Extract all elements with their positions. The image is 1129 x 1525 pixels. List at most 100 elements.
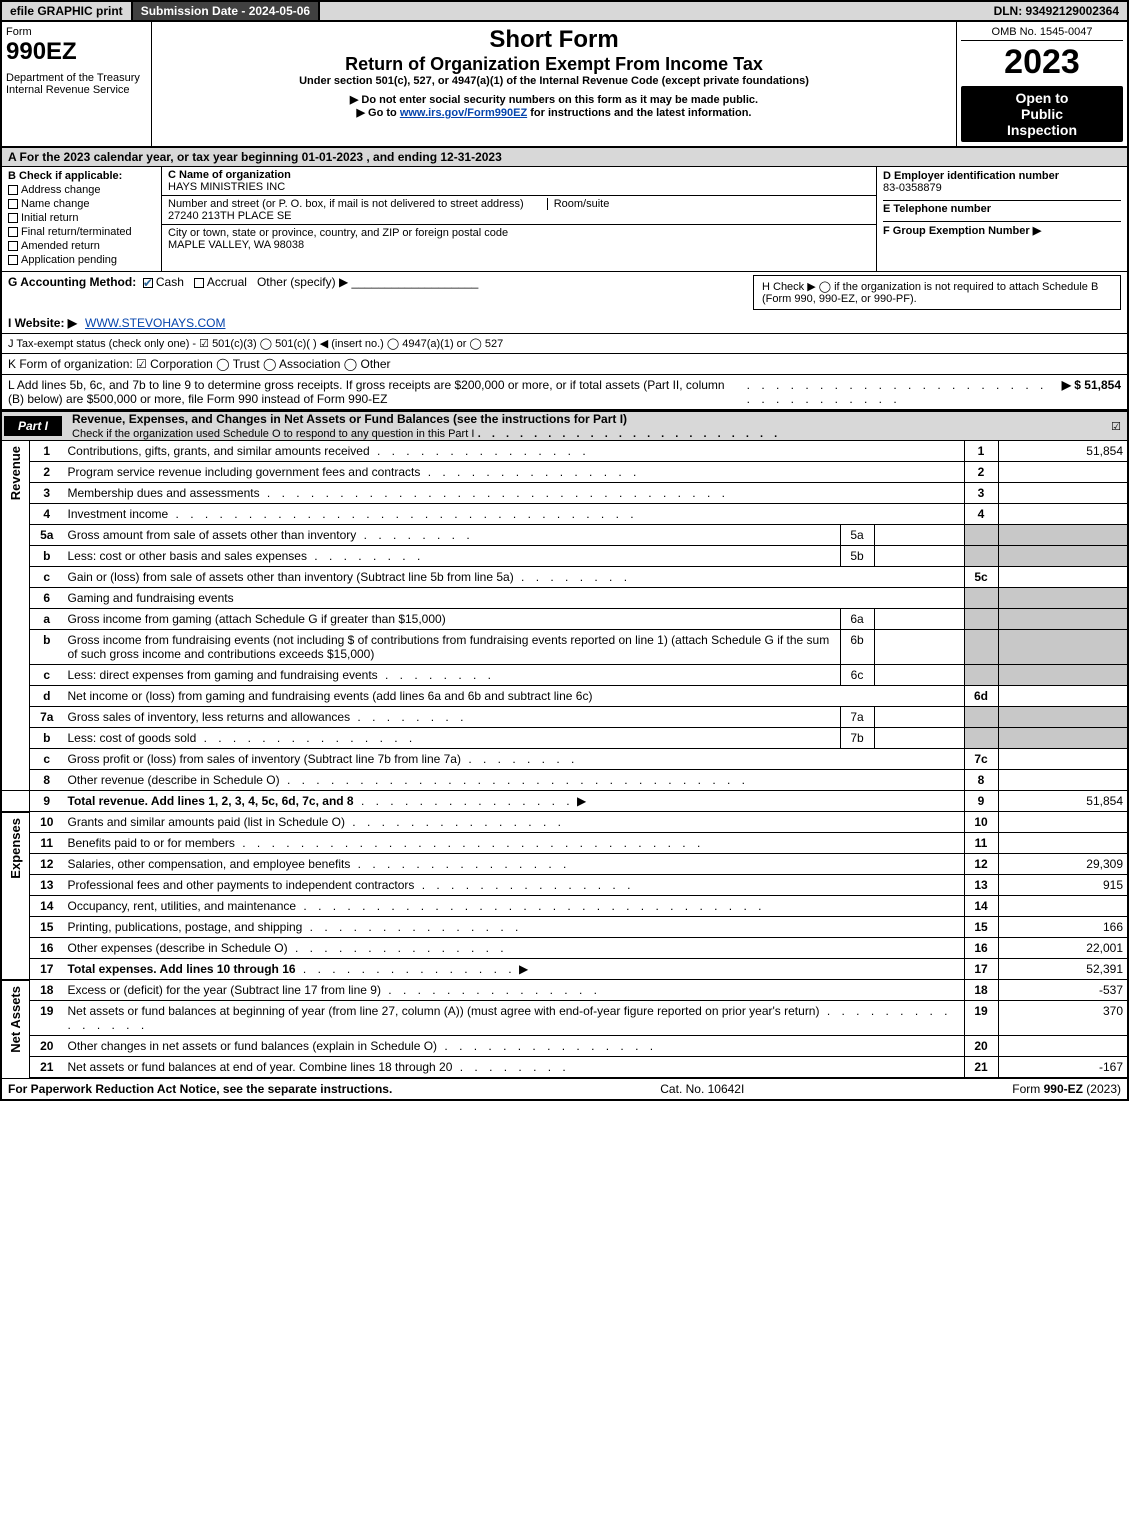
col-def: D Employer identification number 83-0358… [877, 167, 1127, 271]
form-number: 990EZ [6, 38, 147, 66]
street-label: Number and street (or P. O. box, if mail… [168, 198, 524, 210]
city-value: MAPLE VALLEY, WA 98038 [168, 239, 304, 251]
cb-amended-return[interactable]: Amended return [8, 240, 155, 252]
accrual-label: Accrual [207, 275, 247, 289]
goto-line: ▶ Go to www.irs.gov/Form990EZ for instru… [160, 106, 948, 119]
under-section: Under section 501(c), 527, or 4947(a)(1)… [160, 75, 948, 87]
cb-accrual[interactable] [194, 278, 204, 288]
part1-lines-table: Revenue 1 Contributions, gifts, grants, … [0, 441, 1129, 1079]
line-2: 2Program service revenue including gover… [1, 462, 1128, 483]
line-3: 3Membership dues and assessments . . . .… [1, 483, 1128, 504]
line-11: 11Benefits paid to or for members . . . … [1, 833, 1128, 854]
cb-final-return[interactable]: Final return/terminated [8, 226, 155, 238]
ein-label: D Employer identification number [883, 170, 1059, 182]
col-b-title: B Check if applicable: [8, 170, 155, 182]
line-5c: cGain or (loss) from sale of assets othe… [1, 567, 1128, 588]
cb-application-pending[interactable]: Application pending [8, 254, 155, 266]
line-20: 20Other changes in net assets or fund ba… [1, 1036, 1128, 1057]
tel-label: E Telephone number [883, 203, 991, 215]
l-amount: ▶ $ 51,854 [1062, 378, 1121, 392]
top-bar: efile GRAPHIC print Submission Date - 20… [0, 0, 1129, 22]
line-6d: dNet income or (loss) from gaming and fu… [1, 686, 1128, 707]
line-16: 16Other expenses (describe in Schedule O… [1, 938, 1128, 959]
submission-date: Submission Date - 2024-05-06 [131, 2, 320, 20]
line-13: 13Professional fees and other payments t… [1, 875, 1128, 896]
section-a: A For the 2023 calendar year, or tax yea… [0, 148, 1129, 167]
line-15: 15Printing, publications, postage, and s… [1, 917, 1128, 938]
city-label: City or town, state or province, country… [168, 227, 508, 239]
line-19: 19Net assets or fund balances at beginni… [1, 1001, 1128, 1036]
row-l: L Add lines 5b, 6c, and 7b to line 9 to … [0, 375, 1129, 411]
city-block: City or town, state or province, country… [162, 225, 876, 253]
org-name-block: C Name of organization HAYS MINISTRIES I… [162, 167, 876, 196]
line-6b: bGross income from fundraising events (n… [1, 630, 1128, 665]
footer-right: Form 990-EZ (2023) [1012, 1082, 1121, 1096]
part1-tab: Part I [4, 416, 62, 436]
ein-value: 83-0358879 [883, 182, 942, 194]
col-c: C Name of organization HAYS MINISTRIES I… [162, 167, 877, 271]
goto-post: for instructions and the latest informat… [527, 107, 751, 119]
dept-treasury: Department of the Treasury [6, 72, 147, 84]
line-21: 21Net assets or fund balances at end of … [1, 1057, 1128, 1079]
open-public-badge: Open to Public Inspection [961, 86, 1123, 142]
netassets-side-label: Net Assets [6, 984, 25, 1055]
cb-address-change[interactable]: Address change [8, 184, 155, 196]
line-7a: 7aGross sales of inventory, less returns… [1, 707, 1128, 728]
revenue-side-label: Revenue [6, 444, 25, 502]
efile-label: efile GRAPHIC print [2, 2, 131, 20]
website-link[interactable]: WWW.STEVOHAYS.COM [85, 316, 225, 330]
line-6: 6Gaming and fundraising events [1, 588, 1128, 609]
ssn-warning: ▶ Do not enter social security numbers o… [160, 93, 948, 106]
line-6c: cLess: direct expenses from gaming and f… [1, 665, 1128, 686]
line-17-value: 52,391 [998, 959, 1128, 980]
line-4: 4Investment income . . . . . . . . . . .… [1, 504, 1128, 525]
line-18-value: -537 [998, 980, 1128, 1001]
row-k: K Form of organization: ☑ Corporation ◯ … [0, 354, 1129, 375]
line-14: 14Occupancy, rent, utilities, and mainte… [1, 896, 1128, 917]
goto-link[interactable]: www.irs.gov/Form990EZ [400, 107, 527, 119]
line-7c: cGross profit or (loss) from sales of in… [1, 749, 1128, 770]
row-i: I Website: ▶ WWW.STEVOHAYS.COM [0, 313, 1129, 334]
short-form-title: Short Form [160, 26, 948, 54]
h-box: H Check ▶ ◯ if the organization is not r… [753, 275, 1121, 310]
header-right: OMB No. 1545-0047 2023 Open to Public In… [957, 22, 1127, 146]
line-5b: bLess: cost or other basis and sales exp… [1, 546, 1128, 567]
part1-checkbox[interactable]: ☑ [1105, 418, 1127, 435]
section-bcd: B Check if applicable: Address change Na… [0, 167, 1129, 272]
line-10: Expenses 10Grants and similar amounts pa… [1, 812, 1128, 833]
row-gh: G Accounting Method: Cash Accrual Other … [0, 272, 1129, 313]
tel-block: E Telephone number [883, 200, 1121, 215]
org-name-label: C Name of organization [168, 169, 291, 181]
room-label: Room/suite [547, 198, 610, 210]
open-line1: Open to [965, 90, 1119, 106]
part1-header: Part I Revenue, Expenses, and Changes in… [0, 411, 1129, 441]
i-label: I Website: ▶ [8, 316, 77, 330]
ein-block: D Employer identification number 83-0358… [883, 170, 1121, 194]
col-b: B Check if applicable: Address change Na… [2, 167, 162, 271]
line-7b: bLess: cost of goods sold . . . . . . . … [1, 728, 1128, 749]
open-line3: Inspection [965, 122, 1119, 138]
street-value: 27240 213TH PLACE SE [168, 210, 292, 222]
line-1: Revenue 1 Contributions, gifts, grants, … [1, 441, 1128, 462]
line-12: 12Salaries, other compensation, and empl… [1, 854, 1128, 875]
return-title: Return of Organization Exempt From Incom… [160, 54, 948, 75]
footer-left: For Paperwork Reduction Act Notice, see … [8, 1082, 392, 1096]
l-dots: . . . . . . . . . . . . . . . . . . . . … [747, 378, 1054, 406]
line-8: 8Other revenue (describe in Schedule O) … [1, 770, 1128, 791]
g-label: G Accounting Method: [8, 275, 136, 289]
line-5a: 5aGross amount from sale of assets other… [1, 525, 1128, 546]
line-1-value: 51,854 [998, 441, 1128, 462]
org-name: HAYS MINISTRIES INC [168, 181, 285, 193]
goto-pre: ▶ Go to [357, 107, 400, 119]
line-15-value: 166 [998, 917, 1128, 938]
cb-cash[interactable] [143, 278, 153, 288]
group-exemption-block: F Group Exemption Number ▶ [883, 221, 1121, 237]
cb-name-change[interactable]: Name change [8, 198, 155, 210]
expenses-side-label: Expenses [6, 816, 25, 881]
group-exemption-label: F Group Exemption Number ▶ [883, 225, 1041, 237]
footer-cat: Cat. No. 10642I [660, 1082, 744, 1096]
cb-initial-return[interactable]: Initial return [8, 212, 155, 224]
open-line2: Public [965, 106, 1119, 122]
street-block: Number and street (or P. O. box, if mail… [162, 196, 876, 225]
cash-label: Cash [156, 275, 184, 289]
